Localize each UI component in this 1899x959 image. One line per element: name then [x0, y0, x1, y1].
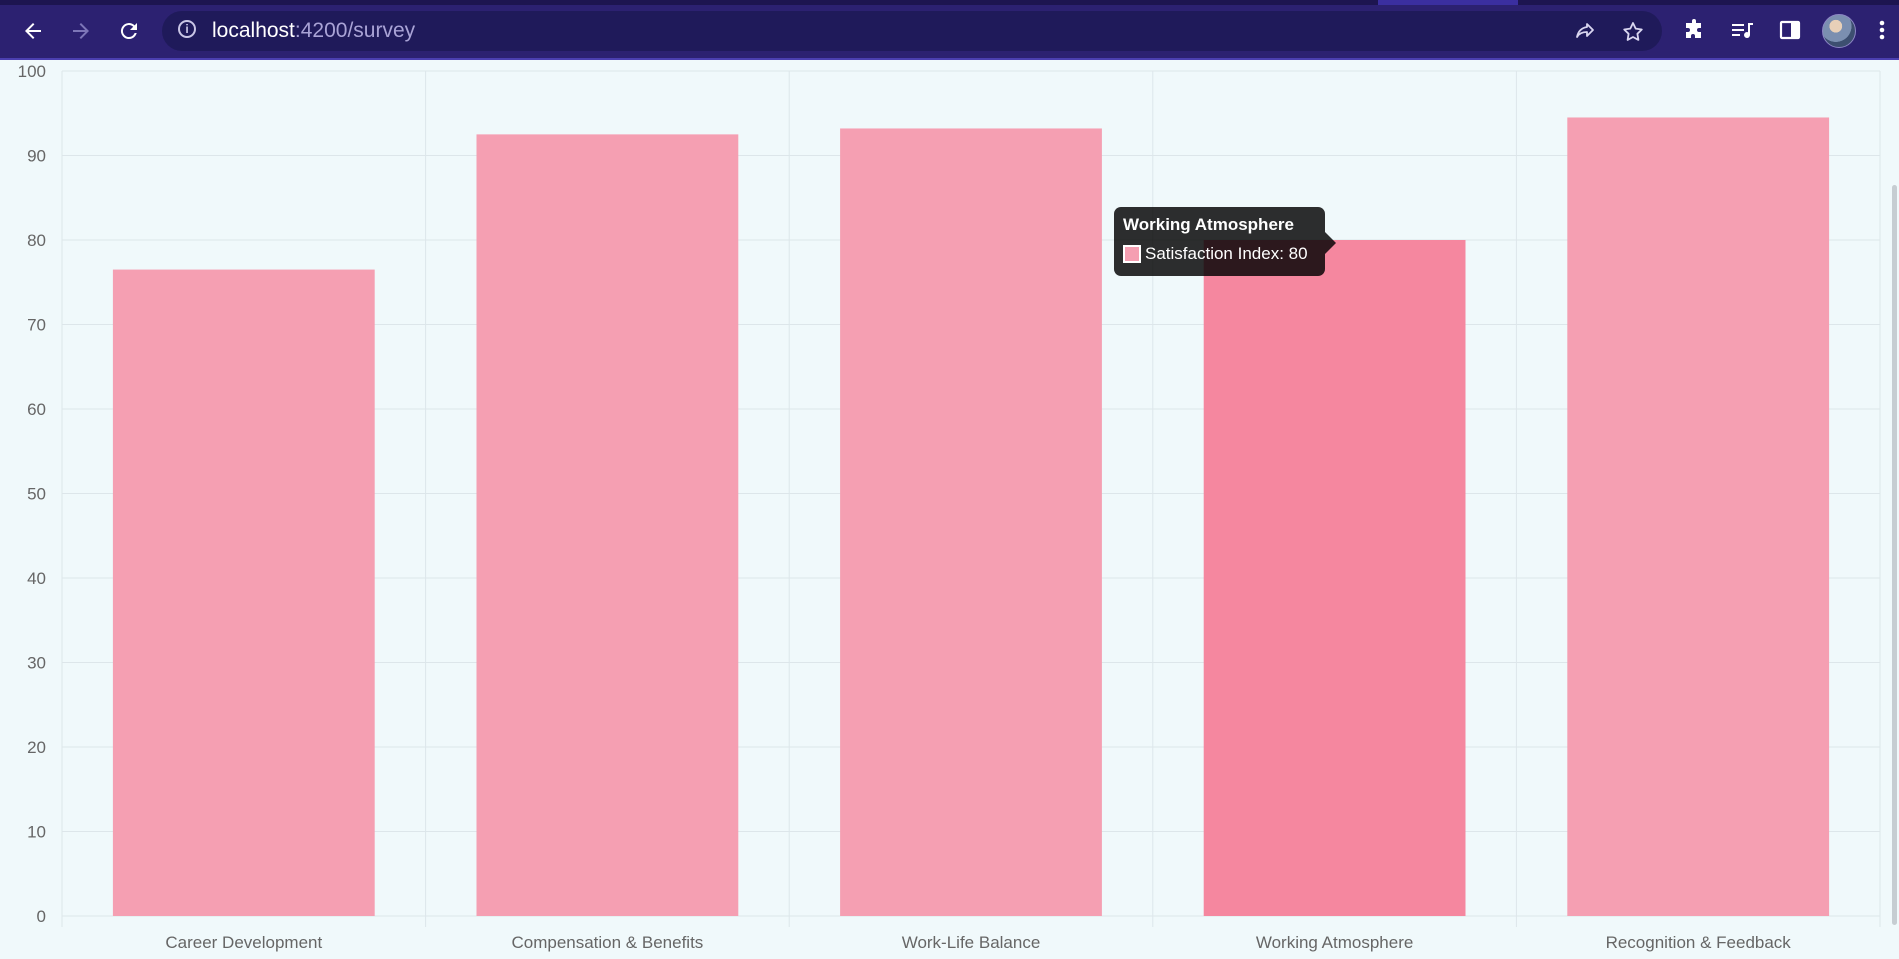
forward-button[interactable]: [63, 13, 99, 49]
kebab-menu-icon[interactable]: [1870, 14, 1894, 46]
y-tick-label: 70: [27, 316, 46, 335]
reload-icon: [120, 23, 137, 40]
y-tick-label: 80: [27, 231, 46, 250]
bar[interactable]: [840, 128, 1102, 917]
x-tick-label: Recognition & Feedback: [1606, 933, 1792, 952]
x-tick-label: Compensation & Benefits: [511, 933, 703, 952]
tooltip-row: Satisfaction Index: 80: [1123, 244, 1316, 264]
media-queue-icon[interactable]: [1726, 14, 1758, 46]
y-tick-label: 20: [27, 738, 46, 757]
y-tick-label: 100: [18, 62, 46, 81]
x-tick-label: Work-Life Balance: [902, 933, 1041, 952]
x-axis-ticks: Career Development Compensation & Benefit…: [165, 933, 1791, 952]
y-tick-label: 0: [37, 907, 46, 926]
tab-strip: [0, 0, 1899, 5]
bar[interactable]: [1203, 240, 1466, 916]
bar[interactable]: [112, 269, 375, 916]
y-tick-label: 90: [27, 147, 46, 166]
puzzle-icon[interactable]: [1678, 14, 1710, 46]
url-path: :4200/survey: [294, 19, 416, 42]
arrow-right-icon: [73, 23, 89, 39]
tooltip-color-swatch: [1123, 245, 1141, 263]
x-tick-label: Working Atmosphere: [1256, 933, 1413, 952]
url-text[interactable]: localhost:4200/survey: [212, 20, 415, 42]
y-tick-label: 40: [27, 569, 46, 588]
x-tick-label: Career Development: [165, 933, 322, 952]
y-tick-label: 30: [27, 654, 46, 673]
bar[interactable]: [1567, 117, 1830, 917]
active-tab-indicator[interactable]: [1378, 0, 1518, 5]
info-icon[interactable]: i: [178, 20, 196, 38]
chart-tooltip: Working Atmosphere Satisfaction Index: 8…: [1114, 207, 1336, 276]
satisfaction-bar-chart: 0 10 20 30 40 50 60 70 80 90 100 Career Developmen…: [18, 62, 1881, 952]
y-tick-label: 60: [27, 400, 46, 419]
tooltip-label: Satisfaction Index: 80: [1145, 244, 1308, 263]
bars: [112, 117, 1830, 917]
arrow-left-icon: [25, 23, 41, 39]
reload-button[interactable]: [111, 13, 147, 49]
star-icon[interactable]: [1619, 18, 1647, 46]
y-axis-ticks: 0 10 20 30 40 50 60 70 80 90 100: [18, 62, 46, 926]
y-tick-label: 50: [27, 485, 46, 504]
back-button[interactable]: [15, 13, 51, 49]
y-tick-label: 10: [27, 823, 46, 842]
bar[interactable]: [476, 134, 739, 916]
side-panel-icon[interactable]: [1774, 14, 1806, 46]
url-host: localhost: [212, 19, 295, 42]
tooltip-title: Working Atmosphere: [1123, 215, 1294, 234]
share-icon[interactable]: [1571, 18, 1599, 46]
address-bar[interactable]: i localhost:4200/survey: [162, 11, 1662, 51]
browser-toolbar: i localhost:4200/survey: [0, 0, 1899, 60]
avatar[interactable]: [1822, 14, 1856, 48]
scrollbar-thumb[interactable]: [1892, 185, 1897, 925]
